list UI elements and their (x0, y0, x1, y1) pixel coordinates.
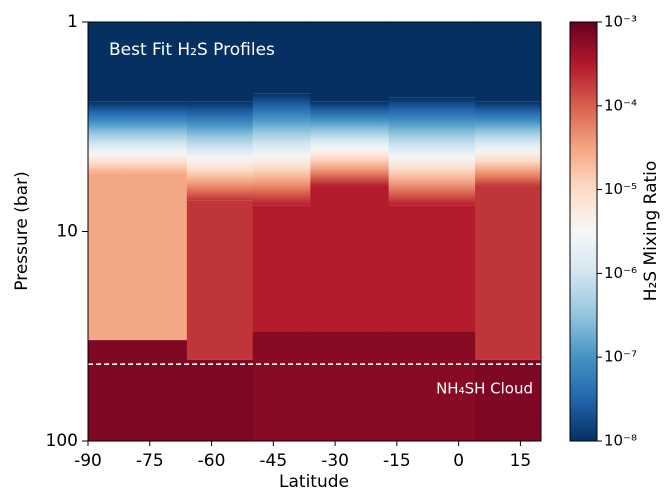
cell-gradient (388, 97, 476, 206)
cell (388, 331, 476, 441)
cell-gradient (186, 101, 254, 201)
colorbar-tick-label: 10⁻⁵ (604, 180, 637, 198)
cell (88, 173, 188, 341)
cell (388, 205, 476, 332)
cell (310, 22, 390, 102)
cell-gradient (475, 101, 542, 187)
cell (88, 340, 188, 441)
cell-gradient (310, 101, 390, 187)
colorbar-tick-label: 10⁻⁷ (604, 348, 637, 366)
cloud-label: NH₄SH Cloud (436, 380, 533, 398)
x-tick-label: 0 (453, 451, 464, 471)
x-tick-label: -60 (198, 451, 226, 471)
cell (186, 22, 254, 102)
x-tick-label: -75 (136, 451, 164, 471)
y-axis-label: Pressure (bar) (12, 171, 32, 290)
x-axis-label: Latitude (279, 472, 349, 492)
colorbar-label: H₂S Mixing Ratio (641, 161, 661, 302)
cell-gradient (88, 101, 188, 174)
colorbar-tick-label: 10⁻⁴ (604, 96, 637, 114)
colorbar-tick-label: 10⁻⁸ (604, 432, 637, 450)
cell (252, 331, 311, 441)
cell (310, 331, 390, 441)
y-tick-label: 1 (67, 12, 78, 32)
y-tick-label: 100 (46, 431, 78, 451)
cell (186, 200, 254, 360)
cell (310, 186, 390, 332)
cell (475, 186, 542, 360)
cell (88, 22, 188, 102)
cell (475, 359, 542, 441)
chart-title: Best Fit H₂S Profiles (109, 40, 275, 60)
colorbar-tick-label: 10⁻⁶ (604, 264, 637, 282)
cell (252, 205, 311, 332)
x-tick-label: 15 (510, 451, 532, 471)
y-tick-label: 10 (56, 222, 78, 242)
x-tick-label: -30 (321, 451, 349, 471)
cell (475, 22, 542, 102)
cell (252, 22, 311, 94)
cell (388, 22, 476, 98)
x-tick-label: -15 (383, 451, 411, 471)
colorbar (569, 21, 598, 442)
x-tick-label: -90 (74, 451, 102, 471)
colorbar-tick-label: 10⁻³ (604, 13, 637, 31)
x-tick-label: -45 (259, 451, 287, 471)
cell-gradient (252, 93, 311, 206)
cell (186, 359, 254, 441)
